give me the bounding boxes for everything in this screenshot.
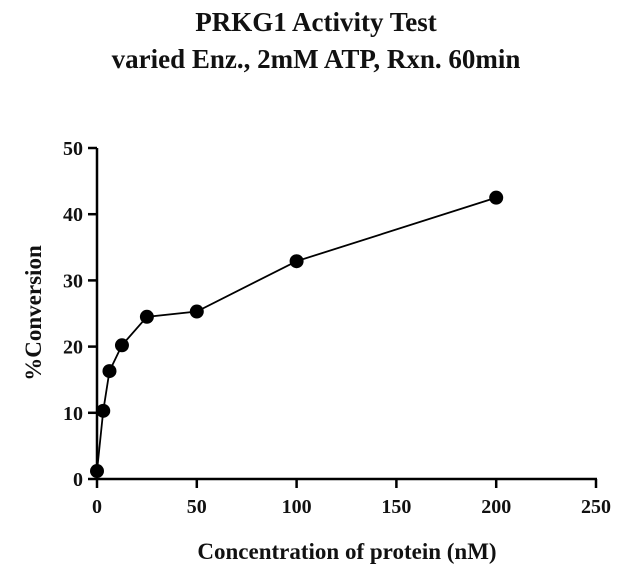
data-point [189,304,204,319]
series-line [96,196,497,472]
x-axis-label: Concentration of protein (nM) [197,539,496,564]
x-tick-label: 200 [481,496,511,518]
series-group [90,190,504,479]
data-point [114,338,129,353]
data-point [139,309,154,324]
x-tick-label: 50 [187,496,207,518]
data-point [102,364,117,379]
y-tick-label: 30 [63,270,83,292]
y-tick-label: 40 [63,204,83,226]
y-tick-label: 50 [63,138,83,160]
y-tick-label: 0 [73,469,83,491]
data-point [90,464,104,479]
x-tick-label: 250 [581,496,611,518]
chart-subtitle: varied Enz., 2mM ATP, Rxn. 60min [111,44,521,74]
y-axis-label: %Conversion [21,245,46,381]
data-point [96,403,111,418]
data-point [289,254,304,269]
axes: 0 10 20 30 40 50 0 50 100 150 200 250 [63,138,611,518]
x-tick-label: 100 [282,496,312,518]
x-tick-label: 0 [92,496,102,518]
chart-title: PRKG1 Activity Test [195,7,437,37]
y-tick-label: 10 [63,403,83,425]
x-tick-label: 150 [381,496,411,518]
y-tick-label: 20 [63,337,83,359]
data-point [489,190,504,205]
